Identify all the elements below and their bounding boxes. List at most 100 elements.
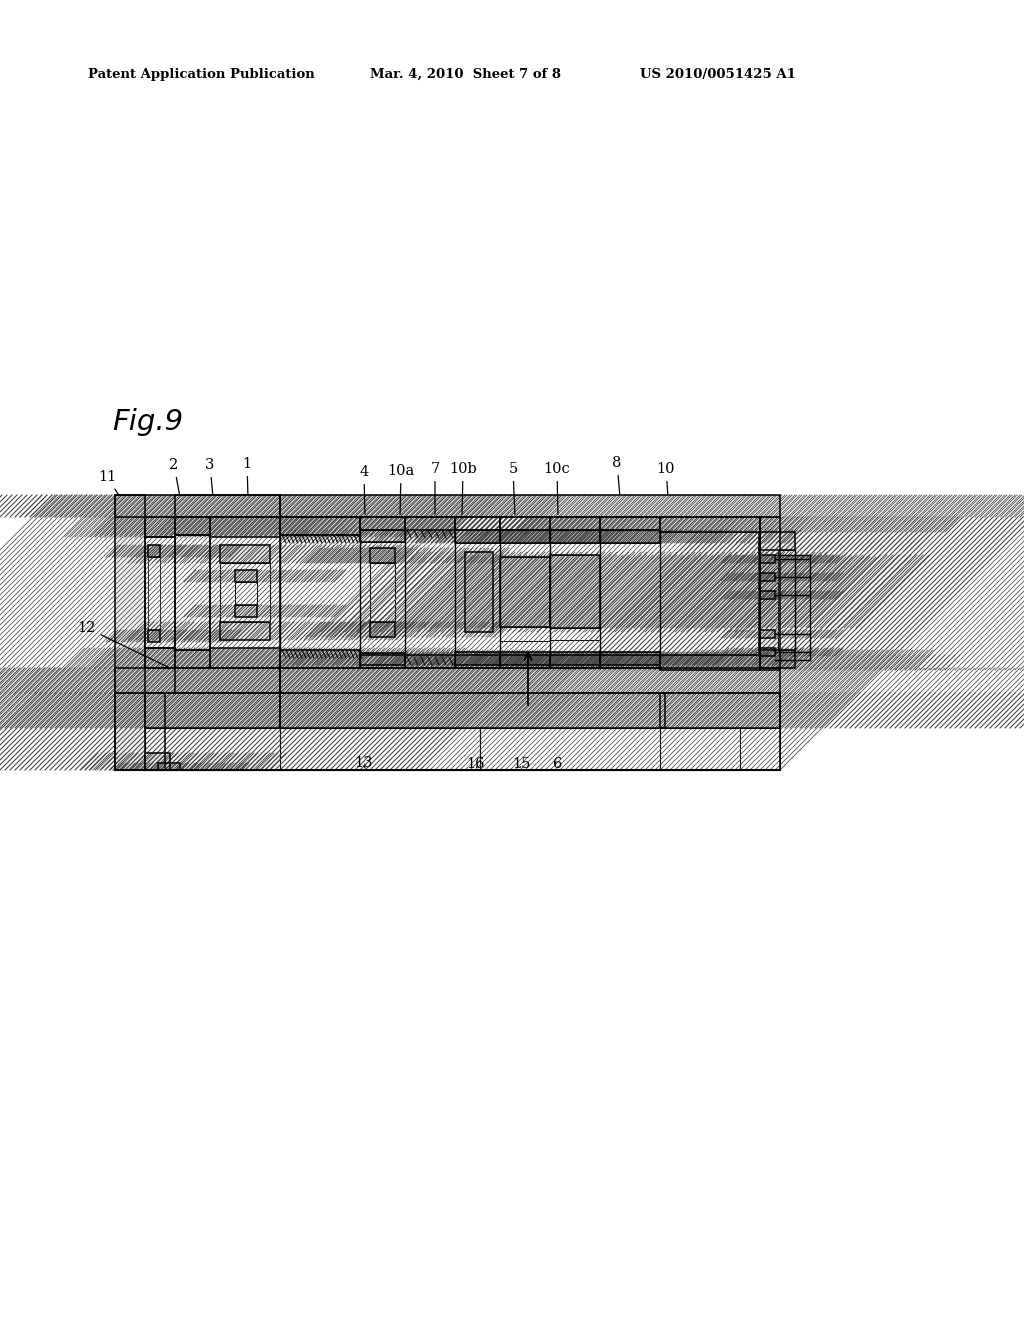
Text: 13: 13	[353, 756, 373, 770]
Bar	[455, 652, 500, 665]
Text: 16: 16	[467, 756, 485, 771]
Bar	[500, 655, 550, 668]
Bar	[220, 545, 270, 564]
Bar	[145, 648, 175, 668]
Bar	[175, 649, 210, 668]
Bar	[360, 653, 406, 665]
Bar	[778, 550, 795, 649]
Bar	[234, 582, 257, 605]
Bar	[550, 554, 600, 628]
Text: Patent Application Publication: Patent Application Publication	[88, 69, 314, 81]
Bar	[550, 628, 600, 640]
Bar	[550, 655, 600, 668]
Bar	[600, 531, 660, 543]
Bar	[158, 763, 180, 770]
Bar	[455, 531, 500, 543]
Bar	[145, 517, 175, 537]
Bar	[500, 557, 550, 627]
Bar	[760, 591, 775, 599]
Bar	[760, 648, 775, 656]
Bar	[175, 517, 210, 535]
Bar	[660, 693, 780, 729]
Text: US 2010/0051425 A1: US 2010/0051425 A1	[640, 69, 796, 81]
Bar	[760, 554, 775, 564]
Bar	[280, 668, 780, 693]
Bar	[455, 655, 500, 668]
Bar	[500, 517, 550, 531]
Bar	[115, 495, 280, 517]
Bar	[550, 652, 600, 665]
Bar	[145, 752, 170, 770]
Bar	[760, 573, 775, 581]
Bar	[406, 655, 455, 668]
Bar	[550, 554, 600, 628]
Bar	[360, 531, 406, 543]
Bar	[148, 630, 160, 642]
Bar	[600, 531, 660, 655]
Bar	[280, 729, 480, 770]
Bar	[455, 655, 500, 668]
Bar	[145, 752, 170, 770]
Bar	[455, 517, 500, 531]
Bar	[280, 693, 665, 729]
Bar	[360, 531, 406, 543]
Bar	[234, 570, 257, 582]
Text: 10c: 10c	[544, 462, 570, 515]
Bar	[455, 531, 500, 543]
Bar	[234, 605, 257, 616]
Bar	[600, 652, 660, 665]
Bar	[115, 668, 280, 693]
Bar	[115, 693, 165, 770]
Bar	[660, 693, 780, 729]
Bar	[210, 648, 280, 668]
Text: 10b: 10b	[450, 462, 477, 515]
Text: Mar. 4, 2010  Sheet 7 of 8: Mar. 4, 2010 Sheet 7 of 8	[370, 69, 561, 81]
Bar	[370, 564, 395, 622]
Bar	[760, 532, 795, 550]
Bar	[220, 622, 270, 640]
Bar	[220, 545, 270, 564]
Bar	[148, 545, 160, 557]
Bar	[500, 531, 550, 543]
Text: 10: 10	[656, 462, 675, 494]
Bar	[175, 649, 210, 668]
Bar	[760, 630, 775, 638]
Bar	[406, 517, 455, 531]
Bar	[360, 653, 406, 665]
Bar	[280, 517, 360, 535]
Bar	[550, 531, 600, 543]
Bar	[455, 517, 500, 531]
Bar	[600, 652, 660, 665]
Bar	[455, 655, 500, 668]
Bar	[550, 531, 600, 543]
Bar	[550, 543, 600, 554]
Bar	[175, 649, 210, 668]
Bar	[360, 655, 406, 668]
Bar	[360, 517, 406, 531]
Bar	[600, 517, 660, 531]
Bar	[175, 535, 210, 649]
Bar	[175, 495, 280, 517]
Bar	[760, 573, 775, 581]
Bar	[500, 557, 550, 627]
Bar	[406, 655, 455, 668]
Bar	[500, 652, 550, 665]
Bar	[600, 655, 660, 668]
Bar	[148, 557, 160, 630]
Bar	[370, 622, 395, 638]
Text: 7: 7	[430, 462, 439, 515]
Bar	[760, 517, 780, 671]
Bar	[406, 517, 455, 531]
Bar	[158, 763, 180, 770]
Bar	[760, 517, 780, 671]
Bar	[210, 517, 280, 537]
Bar	[115, 495, 280, 517]
Bar	[210, 648, 280, 668]
Bar	[760, 630, 775, 638]
Bar	[280, 649, 360, 668]
Bar	[220, 564, 270, 622]
Bar	[550, 517, 600, 531]
Bar	[145, 693, 280, 729]
Bar	[360, 517, 406, 531]
Bar	[500, 531, 550, 543]
